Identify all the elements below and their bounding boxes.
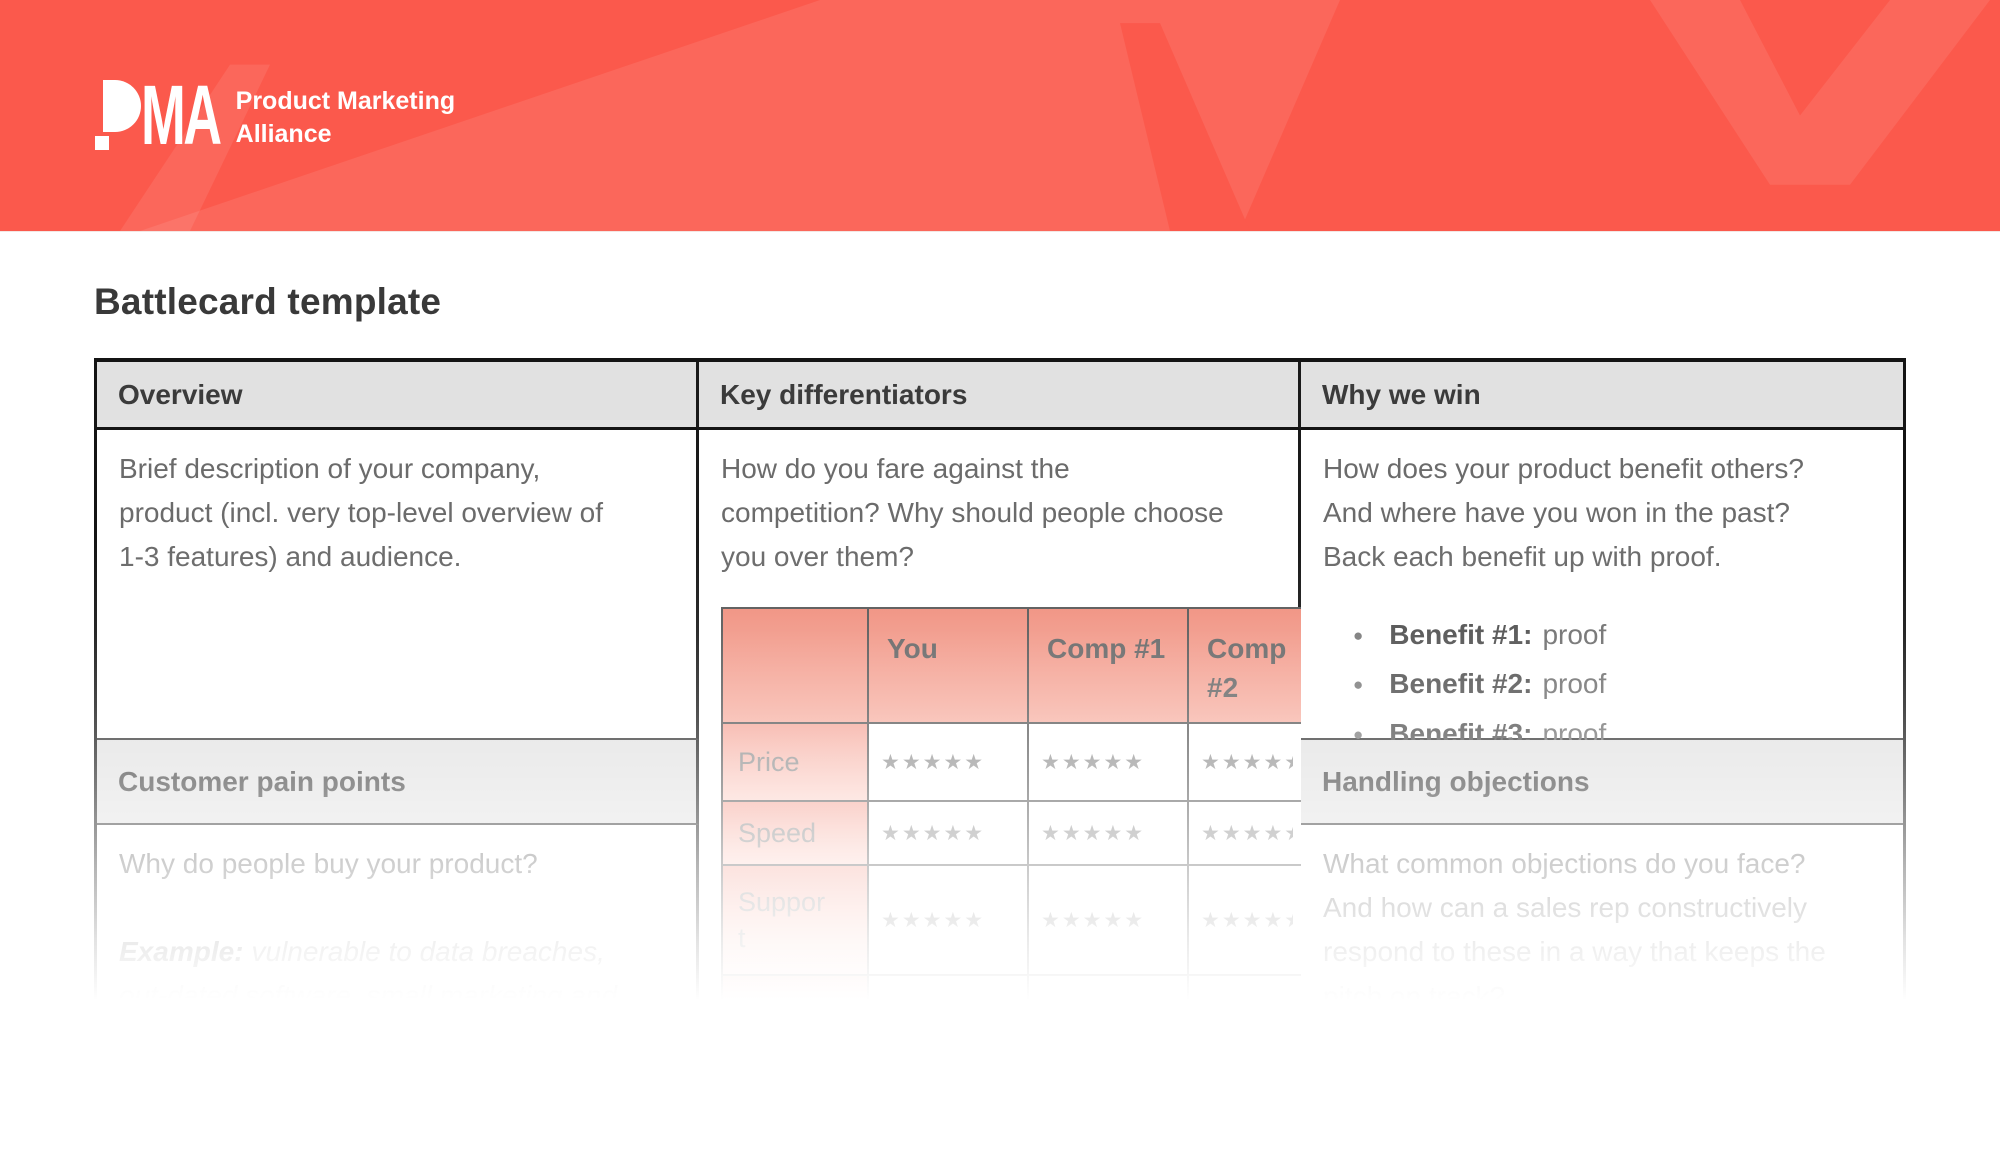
- comparison-header-row: You Comp #1 Comp #2: [721, 606, 1307, 725]
- bullet-icon: ●: [1353, 724, 1364, 744]
- logo-p-bowl: [103, 80, 141, 132]
- rating-cell: ★★★★★: [1187, 800, 1307, 867]
- document-body: Battlecard template Overview Key differe…: [0, 281, 2000, 1056]
- rating-cell: ★★★★★: [1027, 864, 1189, 977]
- handling-objections-body: What common objections do you face? And …: [1301, 825, 1903, 1017]
- brand-line2: Alliance: [235, 120, 332, 148]
- bullet-icon: ●: [1353, 675, 1364, 695]
- battlecard-table: Overview Key differentiators Why we win …: [94, 358, 1906, 1056]
- list-item: ● Benefit #1: proof: [1353, 618, 1607, 650]
- brand-line1: Product Marketing: [235, 87, 456, 115]
- comparison-corner-cell: [721, 606, 869, 725]
- row-label: [721, 974, 869, 1039]
- why-we-win-header: Why we win: [1301, 362, 1903, 430]
- key-differentiators-header: Key differentiators: [699, 362, 1301, 430]
- rating-cell: [867, 974, 1029, 1039]
- competitor-comparison-table: You Comp #1 Comp #2 Price ★★★★★ ★★★★★ ★★…: [721, 606, 1307, 1039]
- row-label: Support: [721, 864, 869, 977]
- rating-cell: ★★★★★: [1187, 722, 1307, 803]
- comparison-col-you: You: [867, 606, 1029, 725]
- overview-header: Overview: [97, 362, 699, 430]
- page-title: Battlecard template: [94, 281, 442, 322]
- customer-pain-points-header: Customer pain points: [97, 740, 699, 825]
- handling-objections-header: Handling objections: [1301, 740, 1903, 825]
- logo-ma-text: MA: [141, 68, 222, 162]
- why-we-win-body: How does your product benefit others? An…: [1301, 430, 1903, 749]
- rating-cell: ★★★★★: [867, 800, 1029, 867]
- table-row: Price ★★★★★ ★★★★★ ★★★★★: [721, 722, 1307, 803]
- logo-p-dot: [95, 136, 109, 150]
- rating-cell: ★★★★★: [1027, 800, 1189, 867]
- bullet-icon: ●: [1353, 625, 1364, 645]
- pma-logo: MA Product Marketing Alliance: [95, 68, 455, 162]
- rating-cell: [1187, 974, 1307, 1039]
- rating-cell: [1027, 974, 1189, 1039]
- table-row: [721, 974, 1307, 1039]
- pain-example: Example: vulnerable to data breaches,: [119, 936, 605, 968]
- comparison-col-comp1: Comp #1: [1027, 606, 1189, 725]
- customer-pain-points-body: Why do people buy your product? Example:…: [97, 825, 699, 1056]
- row-label: Price: [721, 722, 869, 803]
- pain-question: Why do people buy your product?: [119, 848, 538, 879]
- comparison-col-comp2: Comp #2: [1187, 606, 1307, 725]
- row-label: Speed: [721, 800, 869, 867]
- pain-example-continued: out-dated software, small marketing and …: [119, 980, 618, 1056]
- key-differentiators-body: How do you fare against the competition?…: [699, 430, 1307, 1039]
- table-row: Speed ★★★★★ ★★★★★ ★★★★★: [721, 800, 1307, 867]
- brand-name: Product Marketing Alliance: [236, 80, 455, 151]
- logo-p-glyph-icon: [95, 80, 141, 150]
- rating-cell: ★★★★★: [1027, 722, 1189, 803]
- rating-cell: ★★★★★: [867, 864, 1029, 977]
- rating-cell: ★★★★★: [1187, 864, 1307, 977]
- benefits-list: ● Benefit #1: proof ● Benefit #2: proof ● …: [1323, 614, 1881, 756]
- key-differentiators-body-text: How do you fare against the competition?…: [721, 453, 1224, 573]
- why-we-win-body-text: How does your product benefit others? An…: [1323, 453, 1804, 573]
- overview-body-text: Brief description of your company, produ…: [119, 453, 603, 573]
- table-row: Support ★★★★★ ★★★★★ ★★★★★: [721, 864, 1307, 977]
- brand-banner: MA Product Marketing Alliance: [0, 0, 2000, 232]
- rating-cell: ★★★★★: [867, 722, 1029, 803]
- objections-body-text: What common objections do you face? And …: [1323, 848, 1826, 1012]
- overview-body: Brief description of your company, produ…: [97, 430, 699, 740]
- list-item: ● Benefit #2: proof: [1353, 668, 1607, 700]
